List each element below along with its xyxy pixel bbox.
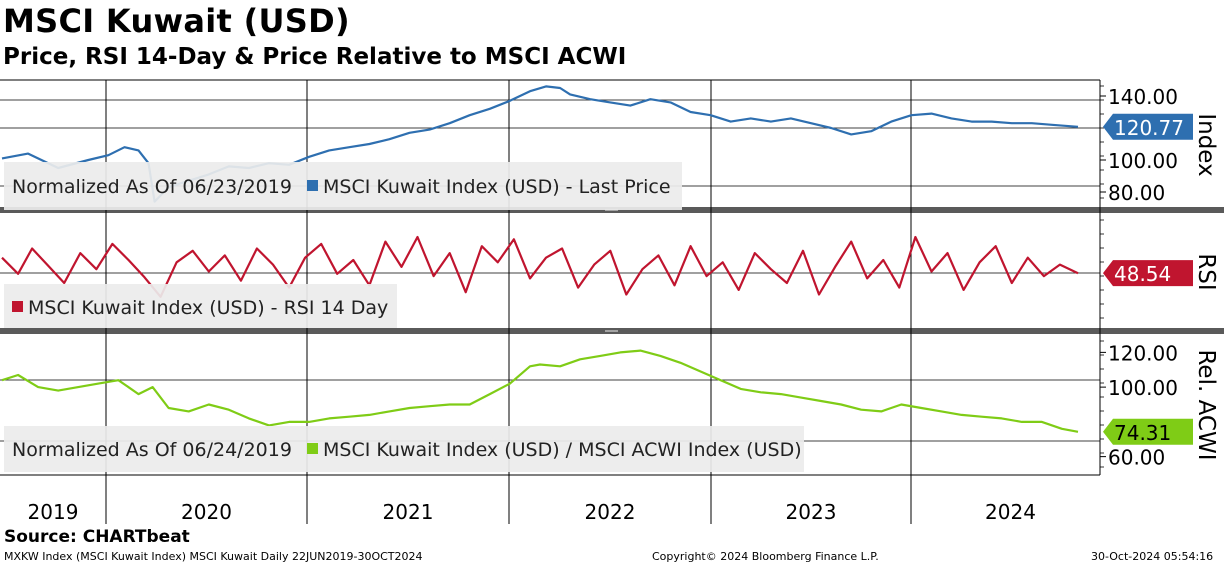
x-tick-label: 2024 [985, 500, 1036, 524]
series-line [1, 349, 1079, 433]
x-tick-label: 2022 [585, 500, 636, 524]
footer-timestamp: 30-Oct-2024 05:54:16 [1091, 550, 1214, 563]
legend-swatch [12, 301, 23, 312]
x-tick-label: 2019 [28, 500, 79, 524]
footer-copyright: Copyright© 2024 Bloomberg Finance L.P. [652, 550, 879, 563]
x-tick-label: 2020 [181, 500, 232, 524]
last-value-label: 74.31 [1114, 421, 1171, 445]
chart-title: MSCI Kuwait (USD) [3, 2, 350, 40]
legend-swatch [307, 180, 318, 191]
y-axis-label: RSI [1193, 253, 1219, 290]
x-tick-label: 2023 [786, 500, 837, 524]
y-tick-label: 60.00 [1108, 446, 1165, 470]
last-value-tag [1103, 113, 1193, 140]
legend-box [4, 162, 682, 210]
legend-label: MSCI Kuwait Index (USD) - Last Price [323, 176, 671, 198]
legend-swatch [307, 443, 318, 454]
y-tick-label: 80.00 [1108, 181, 1165, 205]
last-value-tag [1103, 418, 1193, 445]
last-value-label: 120.77 [1114, 116, 1184, 140]
y-tick-label: 100.00 [1108, 149, 1178, 173]
last-value-label: 48.54 [1114, 262, 1171, 286]
legend-prefix: Normalized As Of 06/23/2019 [12, 176, 292, 198]
legend-prefix: Normalized As Of 06/24/2019 [12, 439, 292, 461]
y-axis-label: Rel. ACWI [1193, 349, 1219, 460]
y-tick-label: 140.00 [1108, 85, 1178, 109]
y-tick-label: 120.00 [1108, 341, 1178, 365]
footer-ticker-info: MXKW Index (MSCI Kuwait Index) MSCI Kuwa… [4, 550, 423, 563]
last-value-tag [1103, 260, 1193, 287]
x-tick-label: 2021 [383, 500, 434, 524]
source-note: Source: CHARTbeat [4, 527, 190, 547]
y-tick-label: 100.00 [1108, 376, 1178, 400]
chart-subtitle: Price, RSI 14-Day & Price Relative to MS… [3, 44, 627, 70]
series-line [1, 235, 1079, 298]
legend-label: MSCI Kuwait Index (USD) / MSCI ACWI Inde… [323, 439, 802, 461]
legend-box [4, 426, 804, 472]
legend-label: MSCI Kuwait Index (USD) - RSI 14 Day [28, 297, 388, 319]
y-axis-label: Index [1193, 113, 1219, 176]
plot-area [0, 80, 1100, 475]
legend-box [4, 284, 397, 328]
